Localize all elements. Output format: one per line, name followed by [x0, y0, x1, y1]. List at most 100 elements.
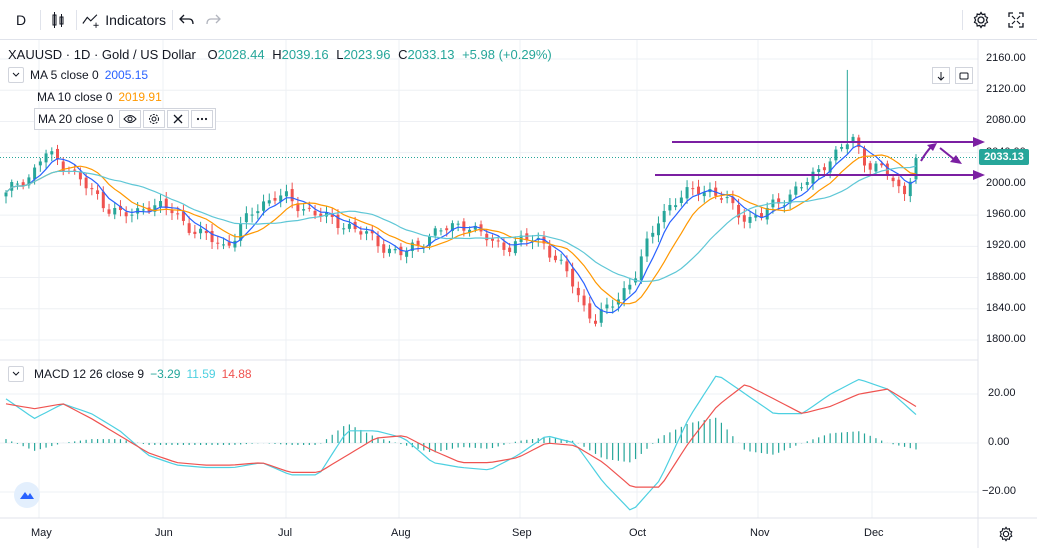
undo-icon[interactable] [177, 8, 197, 32]
candle-body [118, 205, 122, 211]
candle-body [307, 207, 311, 209]
candle-body [605, 304, 609, 309]
maximize-pane-icon[interactable] [955, 67, 973, 84]
candle-body [279, 195, 283, 202]
candle-body [387, 248, 391, 254]
ma5-label: MA 5 close 0 [30, 68, 99, 82]
ma5-line [5, 144, 917, 314]
candle-body [153, 205, 157, 212]
candle-body [61, 161, 65, 172]
candle-body [445, 228, 449, 231]
indicators-button[interactable]: Indicators [82, 8, 166, 32]
axis-settings-gear-icon[interactable] [998, 526, 1014, 542]
chart-canvas[interactable] [0, 40, 1037, 548]
more-options-icon[interactable] [191, 110, 214, 128]
candle-body [141, 209, 145, 211]
candle-body [130, 214, 134, 216]
candle-body [794, 186, 798, 195]
low-value: 2023.96 [343, 47, 391, 62]
scroll-down-arrow-icon[interactable] [932, 67, 950, 84]
candle-body [897, 179, 901, 187]
candle-body [582, 295, 586, 306]
collapse-chevron-icon[interactable] [8, 67, 24, 83]
candle-body [84, 177, 88, 189]
macd-histogram-value: −3.29 [150, 367, 181, 381]
fullscreen-icon[interactable] [1004, 8, 1028, 32]
candle-body [73, 169, 77, 171]
ma5-legend[interactable]: MA 5 close 0 2005.15 [8, 65, 148, 85]
candle-body [124, 212, 128, 217]
candle-body [227, 242, 231, 246]
projection-down-arrow[interactable] [939, 147, 956, 161]
close-label: C [398, 47, 408, 62]
candle-body [788, 194, 792, 204]
close-value: 2033.13 [407, 47, 455, 62]
candle-body [439, 230, 443, 232]
candle-body [679, 197, 683, 203]
candle-body [513, 241, 517, 254]
macd-tick-label: −20.00 [982, 485, 1016, 497]
candle-body [845, 144, 849, 150]
candle-body [113, 208, 117, 215]
candle-body [336, 214, 340, 229]
macd-tick-label: 0.00 [988, 436, 1010, 448]
candle-body [325, 212, 329, 217]
candle-body [468, 229, 472, 233]
candle-body [691, 188, 695, 190]
candle-body [164, 198, 168, 209]
candle-body [50, 151, 54, 155]
candle-body [359, 231, 363, 235]
candle-body [273, 198, 277, 201]
candle-body [822, 167, 826, 171]
change-value: +5.98 (+0.29%) [462, 47, 552, 62]
candle-body [107, 209, 111, 214]
interval-button[interactable]: D [15, 12, 27, 28]
candle-body [851, 136, 855, 143]
indicator-settings-icon[interactable] [143, 110, 166, 128]
projection-up-arrowhead [927, 143, 937, 151]
candle-body [456, 223, 460, 225]
settings-gear-icon[interactable] [970, 8, 992, 32]
candle-body [490, 238, 494, 241]
candle-body [868, 163, 872, 170]
redo-icon[interactable] [203, 8, 223, 32]
symbol-title[interactable]: XAUUSD · 1D · Gold / US Dollar [8, 47, 196, 62]
ma20-legend[interactable]: MA 20 close 0 [34, 108, 217, 130]
candle-body [548, 245, 552, 258]
candle-body [759, 213, 763, 218]
low-label: L [336, 47, 344, 62]
tradingview-logo-icon[interactable] [14, 482, 40, 508]
price-tick-label: 1840.00 [986, 301, 1026, 314]
candle-body [199, 228, 203, 234]
ma10-legend[interactable]: MA 10 close 0 2019.91 [37, 87, 162, 107]
ma10-label: MA 10 close 0 [37, 90, 113, 104]
macd-legend[interactable]: MACD 12 26 close 9 −3.29 11.59 14.88 [8, 364, 252, 384]
visibility-eye-icon[interactable] [119, 110, 142, 128]
candle-body [782, 205, 786, 207]
collapse-chevron-icon[interactable] [8, 366, 24, 382]
candle-body [817, 169, 821, 173]
candle-body [393, 249, 397, 251]
candle-body [433, 228, 437, 236]
open-label: O [207, 47, 218, 62]
candle-body [765, 208, 769, 220]
indicators-icon [82, 14, 99, 28]
candle-body [674, 205, 678, 208]
candle-body [622, 288, 626, 300]
time-tick-label: Oct [629, 527, 647, 539]
candles-chart-type-icon[interactable] [46, 8, 70, 32]
ma10-line [5, 154, 917, 305]
high-label: H [272, 47, 282, 62]
current-price-tag: 2033.13 [979, 149, 1029, 165]
candle-body [416, 240, 420, 246]
candle-body [811, 171, 815, 184]
candle-body [702, 192, 706, 197]
high-value: 2039.16 [281, 47, 329, 62]
remove-indicator-icon[interactable] [167, 110, 190, 128]
candle-body [284, 191, 288, 197]
annotations[interactable] [655, 137, 985, 180]
candle-body [33, 167, 37, 180]
candle-body [405, 250, 409, 257]
candle-body [239, 223, 243, 241]
candle-body [101, 191, 105, 209]
